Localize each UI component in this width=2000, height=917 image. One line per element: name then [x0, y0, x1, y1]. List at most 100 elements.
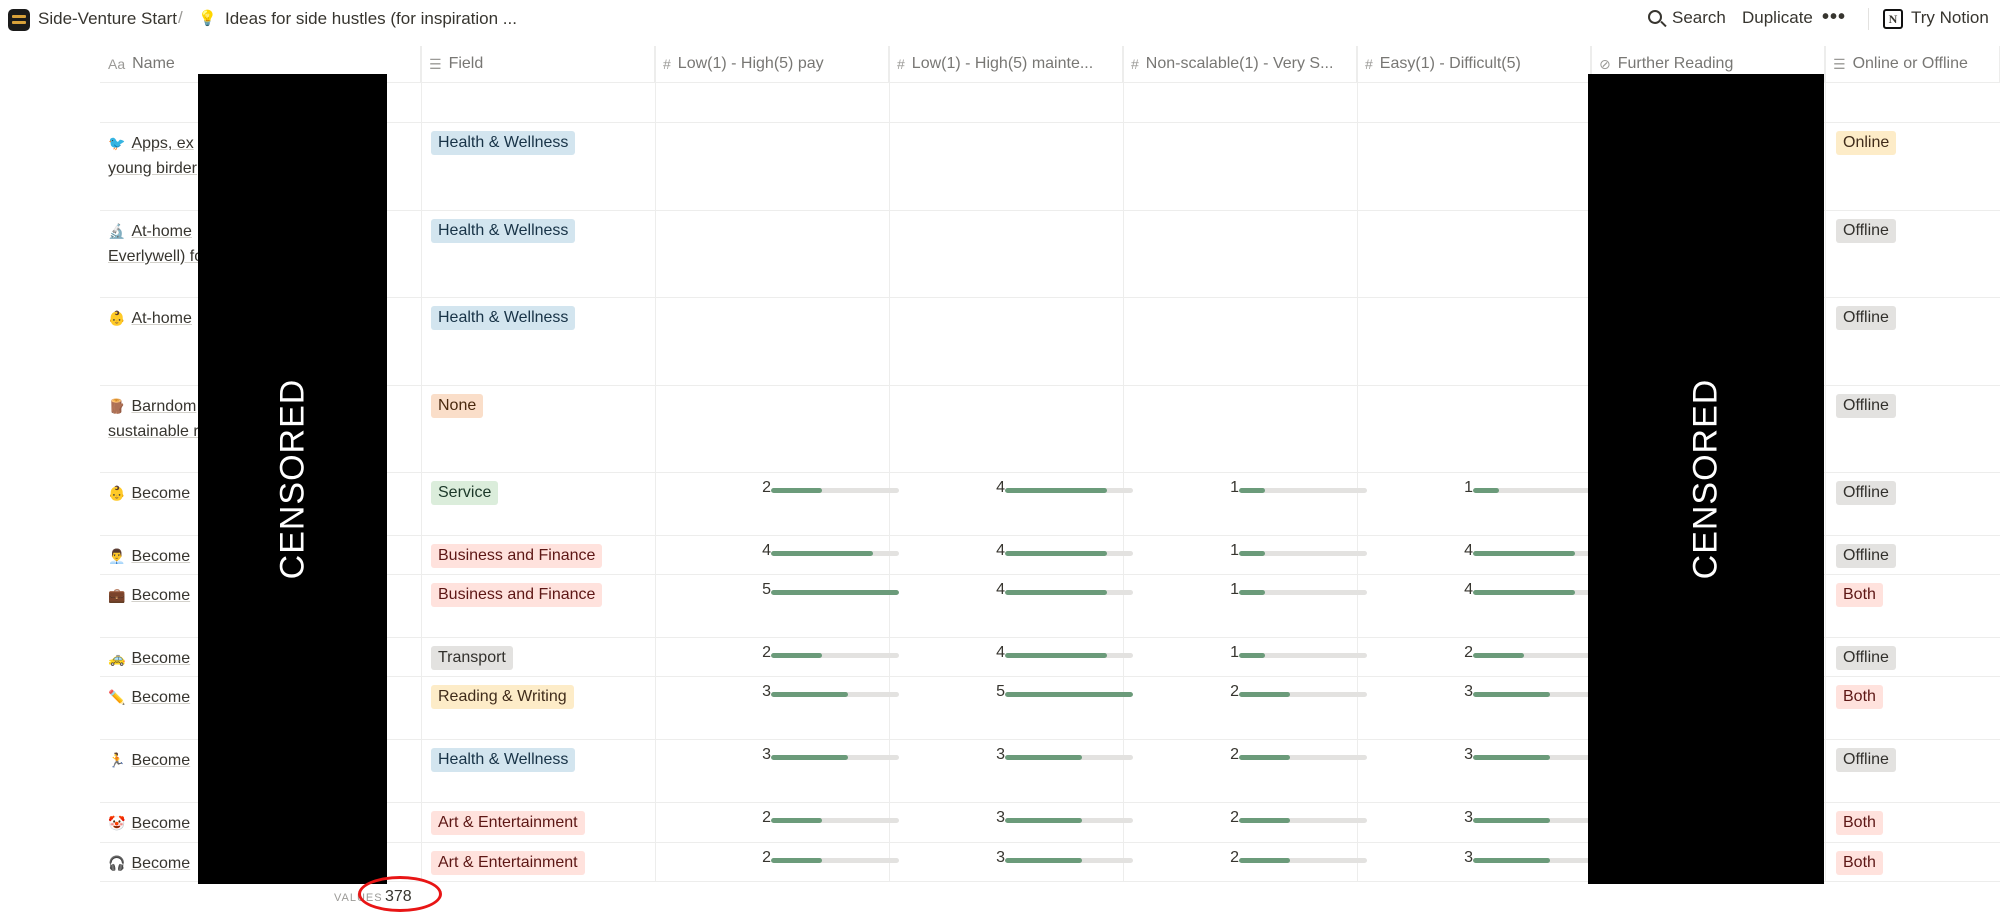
field-tag[interactable]: Art & Entertainment — [431, 851, 585, 875]
rating-value[interactable]: 3 — [762, 683, 771, 700]
rating-value[interactable]: 1 — [1230, 542, 1239, 559]
rating-value[interactable]: 2 — [1230, 849, 1239, 866]
rating-value[interactable]: 4 — [996, 644, 1005, 661]
row-name-cell[interactable]: 🐦 Apps, ex young birder — [108, 131, 328, 181]
rating-value[interactable]: 4 — [762, 542, 771, 559]
rating-value[interactable]: 4 — [996, 479, 1005, 496]
field-tag[interactable]: Health & Wellness — [431, 131, 576, 155]
rating-value[interactable]: 5 — [996, 683, 1005, 700]
row-name-text[interactable]: Become — [131, 650, 191, 667]
rating-value[interactable]: 2 — [762, 809, 771, 826]
rating-value[interactable]: 2 — [1464, 644, 1473, 661]
mode-tag[interactable]: Both — [1836, 851, 1883, 875]
row-name-text[interactable]: Become — [131, 548, 191, 565]
breadcrumb-workspace[interactable]: Side-Venture Start — [38, 9, 177, 28]
row-name-text[interactable]: Become — [131, 752, 191, 769]
rating-value[interactable]: 3 — [1464, 849, 1473, 866]
row-name-text[interactable]: Apps, ex — [131, 135, 194, 152]
rating-value[interactable]: 4 — [1464, 581, 1473, 598]
row-name-cell[interactable]: 🎧 Become — [108, 851, 328, 876]
mode-tag[interactable]: Online — [1836, 131, 1897, 155]
field-tag[interactable]: Health & Wellness — [431, 219, 576, 243]
mode-tag[interactable]: Both — [1836, 583, 1883, 607]
row-name-cell[interactable]: 🪵 Barndom sustainable r — [108, 394, 328, 444]
rating-value[interactable]: 3 — [996, 809, 1005, 826]
row-name-cell[interactable]: 👨‍💼 Become — [108, 544, 328, 569]
mode-tag[interactable]: Both — [1836, 685, 1883, 709]
field-tag[interactable]: Reading & Writing — [431, 685, 574, 709]
rating-value[interactable]: 1 — [1230, 644, 1239, 661]
rating-value[interactable]: 3 — [1464, 683, 1473, 700]
field-tag[interactable]: Business and Finance — [431, 544, 603, 568]
workspace-logo-icon[interactable] — [8, 9, 30, 31]
column-header[interactable]: ⊘ Further Reading — [1591, 46, 1825, 82]
breadcrumb-page[interactable]: Ideas for side hustles (for inspiration … — [225, 9, 517, 28]
rating-value[interactable]: 2 — [1230, 746, 1239, 763]
mode-tag[interactable]: Offline — [1836, 306, 1896, 330]
mode-tag[interactable]: Both — [1836, 811, 1883, 835]
search-icon[interactable] — [1648, 10, 1662, 24]
row-name-text[interactable]: At-home — [131, 310, 192, 327]
rating-value[interactable]: 1 — [1230, 479, 1239, 496]
row-name-text-line2[interactable]: sustainable r — [108, 423, 199, 440]
rating-value[interactable]: 1 — [1464, 479, 1473, 496]
row-name-text-line2[interactable]: Everlywell) fo — [108, 248, 204, 265]
more-options-icon[interactable]: ••• — [1822, 6, 1847, 28]
column-header[interactable]: ☰ Field — [421, 46, 655, 82]
column-header[interactable]: # Easy(1) - Difficult(5) — [1357, 46, 1591, 82]
mode-tag[interactable]: Offline — [1836, 544, 1896, 568]
column-header[interactable]: # Non-scalable(1) - Very S... — [1123, 46, 1357, 82]
rating-value[interactable]: 2 — [762, 479, 771, 496]
field-tag[interactable]: Art & Entertainment — [431, 811, 585, 835]
rating-value[interactable]: 2 — [1230, 683, 1239, 700]
row-name-cell[interactable]: 👶 Become — [108, 481, 328, 506]
mode-tag[interactable]: Offline — [1836, 394, 1896, 418]
row-name-text[interactable]: Become — [131, 689, 191, 706]
column-header[interactable]: Aa Name — [100, 46, 421, 82]
row-name-cell[interactable]: 👶 At-home — [108, 306, 328, 331]
field-tag[interactable]: Health & Wellness — [431, 748, 576, 772]
duplicate-button[interactable]: Duplicate — [1742, 8, 1813, 27]
rating-value[interactable]: 3 — [1464, 809, 1473, 826]
rating-value[interactable]: 3 — [996, 849, 1005, 866]
field-tag[interactable]: None — [431, 394, 484, 418]
row-name-cell[interactable]: 🚕 Become — [108, 646, 328, 671]
row-name-text[interactable]: Become — [131, 855, 191, 872]
row-name-cell[interactable]: 🏃 Become — [108, 748, 328, 773]
rating-value[interactable]: 5 — [762, 581, 771, 598]
field-tag[interactable]: Service — [431, 481, 499, 505]
rating-value[interactable]: 4 — [1464, 542, 1473, 559]
row-name-cell[interactable]: 🔬 At-home Everlywell) fo — [108, 219, 328, 269]
rating-value[interactable]: 4 — [996, 542, 1005, 559]
notion-logo-icon[interactable]: N — [1883, 9, 1903, 29]
mode-tag[interactable]: Offline — [1836, 646, 1896, 670]
row-name-cell[interactable]: ✏️ Become — [108, 685, 328, 710]
search-button[interactable]: Search — [1672, 8, 1726, 27]
try-notion-button[interactable]: Try Notion — [1911, 8, 1989, 27]
mode-tag[interactable]: Offline — [1836, 748, 1896, 772]
column-header[interactable]: # Low(1) - High(5) mainte... — [889, 46, 1123, 82]
row-name-text[interactable]: Become — [131, 815, 191, 832]
rating-value[interactable]: 3 — [996, 746, 1005, 763]
rating-value[interactable]: 3 — [1464, 746, 1473, 763]
row-name-text[interactable]: Barndom — [131, 398, 197, 415]
mode-tag[interactable]: Offline — [1836, 219, 1896, 243]
rating-value[interactable]: 2 — [1230, 809, 1239, 826]
rating-value[interactable]: 2 — [762, 849, 771, 866]
field-tag[interactable]: Business and Finance — [431, 583, 603, 607]
row-name-cell[interactable]: 🤡 Become — [108, 811, 328, 836]
rating-value[interactable]: 1 — [1230, 581, 1239, 598]
field-tag[interactable]: Transport — [431, 646, 513, 670]
column-header[interactable]: ☰ Online or Offline — [1825, 46, 2000, 82]
rating-value[interactable]: 2 — [762, 644, 771, 661]
row-name-text[interactable]: Become — [131, 587, 191, 604]
row-name-cell[interactable]: 💼 Become — [108, 583, 328, 608]
row-name-text[interactable]: Become — [131, 485, 191, 502]
rating-value[interactable]: 3 — [762, 746, 771, 763]
column-header[interactable]: # Low(1) - High(5) pay — [655, 46, 889, 82]
row-name-text-line2[interactable]: young birder — [108, 160, 197, 177]
mode-tag[interactable]: Offline — [1836, 481, 1896, 505]
row-name-text[interactable]: At-home — [131, 223, 192, 240]
field-tag[interactable]: Health & Wellness — [431, 306, 576, 330]
rating-value[interactable]: 4 — [996, 581, 1005, 598]
